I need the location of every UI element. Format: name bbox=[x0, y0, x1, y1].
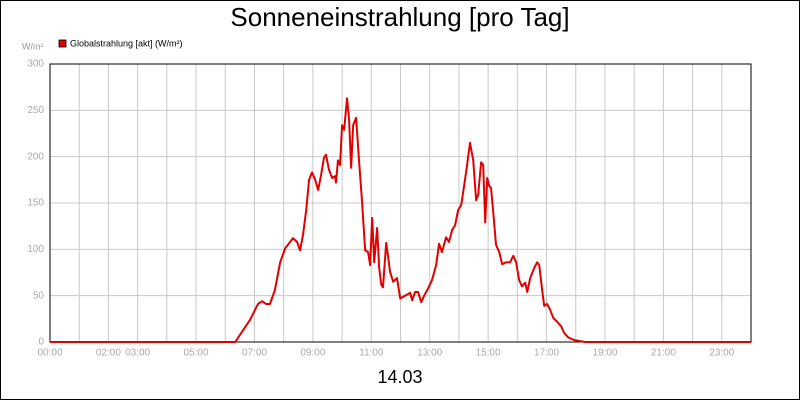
x-tick-label: 19:00 bbox=[592, 348, 617, 359]
x-tick-label: 09:00 bbox=[300, 348, 325, 359]
y-tick-label: 300 bbox=[27, 59, 44, 70]
x-tick-label: 17:00 bbox=[534, 348, 559, 359]
y-unit-label: W/m² bbox=[22, 41, 44, 51]
x-tick-label: 15:00 bbox=[476, 348, 501, 359]
legend-swatch bbox=[58, 39, 67, 48]
y-tick-label: 0 bbox=[38, 337, 44, 348]
plot-frame bbox=[49, 63, 752, 343]
y-tick-label: 150 bbox=[27, 198, 44, 209]
legend-label: Globalstrahlung [akt] (W/m²) bbox=[70, 38, 183, 48]
x-tick-label: 23:00 bbox=[709, 348, 734, 359]
x-tick-label: 21:00 bbox=[651, 348, 676, 359]
x-tick-label: 00:00 bbox=[37, 348, 62, 359]
data-line bbox=[50, 97, 751, 343]
x-tick-label: 02:00 bbox=[96, 348, 121, 359]
x-tick-label: 05:00 bbox=[184, 348, 209, 359]
x-caption: 14.03 bbox=[377, 367, 422, 387]
y-tick-label: 250 bbox=[27, 105, 44, 116]
x-tick-label: 07:00 bbox=[242, 348, 267, 359]
y-tick-label: 50 bbox=[33, 290, 45, 301]
y-tick-label: 200 bbox=[27, 151, 44, 162]
chart-title: Sonneneinstrahlung [pro Tag] bbox=[230, 2, 569, 32]
x-tick-label: 13:00 bbox=[417, 348, 442, 359]
x-tick-label: 11:00 bbox=[359, 348, 384, 359]
x-tick-label: 03:00 bbox=[125, 348, 150, 359]
y-tick-label: 100 bbox=[27, 244, 44, 255]
